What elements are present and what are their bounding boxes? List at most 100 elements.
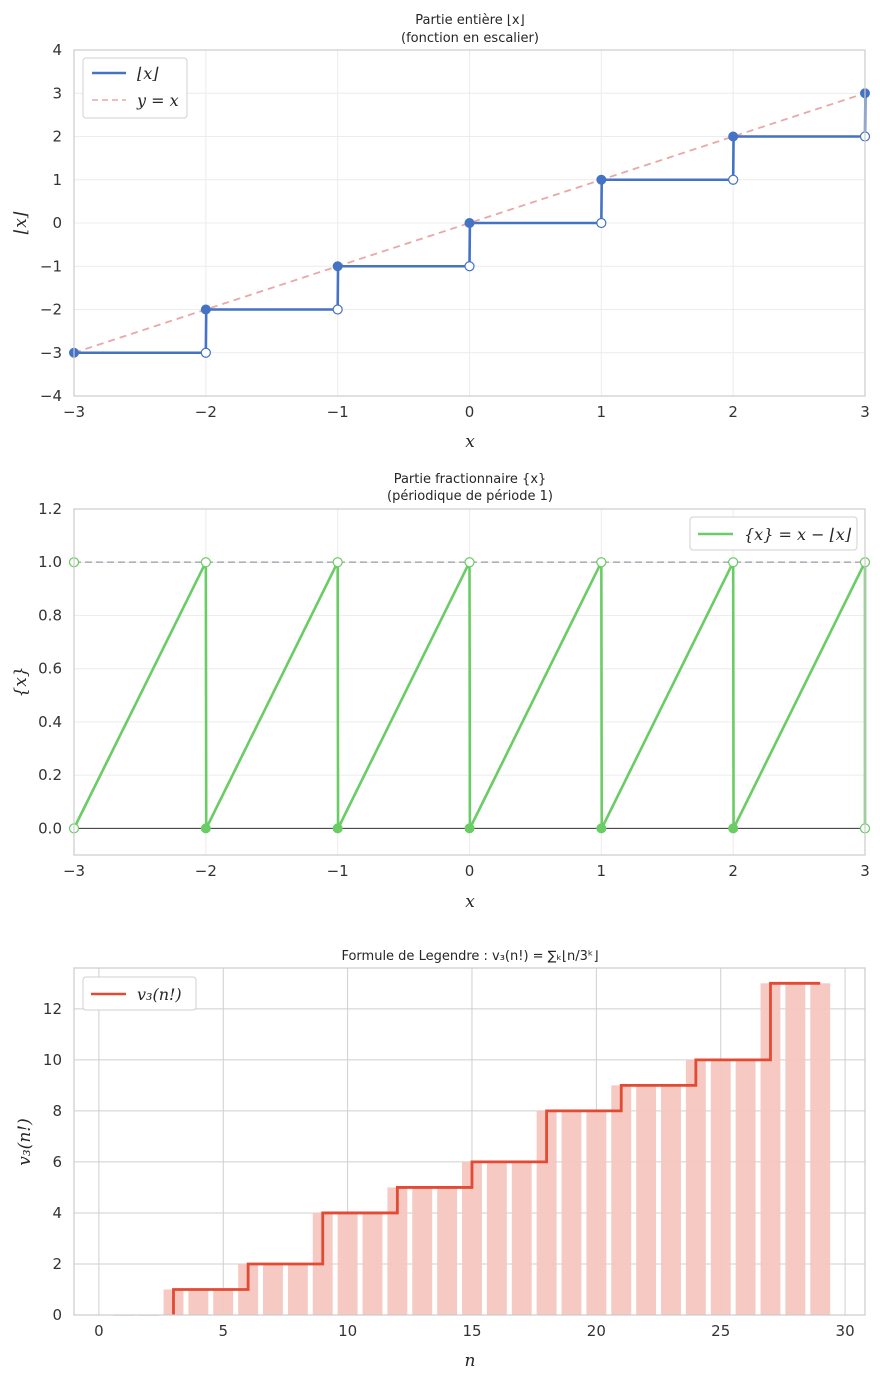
x-tick-label: −3 [63,403,85,421]
legendre-bar [611,1085,632,1315]
floor-open-point [728,174,739,185]
floor-closed-point [332,261,343,272]
identity-legend-label: y = x [136,91,179,110]
floor-chart-legend: ⌊x⌋ y = x [82,57,188,119]
legendre-bar [486,1161,507,1315]
x-tick-label: −1 [327,862,349,880]
legendre-bar [412,1187,433,1315]
y-tick-label: 4 [52,1204,62,1222]
x-tick-label: −1 [327,403,349,421]
legendre-legend-box [82,976,197,1011]
fractional-closed-point [596,823,607,834]
legendre-bar [710,1059,731,1315]
x-tick-label: 0 [465,403,475,421]
y-tick-label: 2 [52,128,62,146]
fractional-chart-y-ticks: 0.0 0.2 0.4 0.6 0.8 1.0 1.2 [38,500,62,837]
x-tick-label: −2 [195,862,217,880]
x-tick-label: 3 [860,862,870,880]
fractional-legend-box [689,516,858,551]
x-tick-label: 20 [587,1322,606,1340]
fractional-chart: Partie fractionnaire {x} (périodique de … [11,472,871,912]
legendre-step-line [172,981,821,1315]
legendre-bar [586,1110,607,1315]
y-tick-label: 12 [43,1000,62,1018]
floor-legend-label: ⌊x⌋ [137,64,159,83]
fractional-chart-title: Partie fractionnaire {x} [394,472,547,487]
legendre-chart-y-ticks: 0 2 4 6 8 10 12 [43,1000,62,1324]
floor-step-line [74,91,867,355]
legendre-bar [437,1187,458,1315]
legendre-bar [561,1110,582,1315]
floor-chart-xlabel: x [465,432,475,452]
legendre-bar [387,1187,408,1315]
y-tick-label: 10 [43,1051,62,1069]
x-tick-label: −3 [63,862,85,880]
legendre-bar [636,1085,657,1315]
x-tick-label: 1 [597,403,607,421]
fractional-open-point [464,557,475,568]
x-tick-label: 0 [94,1322,104,1340]
legendre-bar [760,983,781,1315]
y-tick-label: 2 [52,1255,62,1273]
x-tick-label: 2 [728,403,738,421]
x-tick-label: 10 [338,1322,357,1340]
legendre-bar [810,983,831,1315]
legendre-bar [462,1161,482,1315]
y-tick-label: 0.6 [38,660,62,678]
floor-closed-point [200,304,211,315]
y-tick-label: 1.2 [38,500,62,518]
fractional-chart-marks [68,557,871,834]
floor-closed-point [464,218,475,228]
fractional-open-point [728,557,739,568]
y-tick-label: 6 [52,1153,62,1171]
floor-closed-point [728,131,739,142]
legendre-chart-title: Formule de Legendre : v₃(n!) = ∑ₖ⌊n/3ᵏ⌋ [341,949,598,964]
y-tick-label: 0 [52,1306,62,1324]
legendre-chart-ylabel: v₃(n!) [15,1118,35,1165]
legendre-bar [362,1212,383,1315]
legendre-chart-frame [73,967,866,1316]
x-tick-label: 15 [462,1322,481,1340]
legendre-bar [287,1263,308,1315]
y-tick-label: 1.0 [38,553,62,571]
fractional-chart-frame [73,508,866,856]
y-tick-label: −1 [40,257,62,275]
legendre-bar [263,1263,283,1315]
y-tick-label: 8 [52,1102,62,1120]
floor-chart-frame [73,49,866,397]
floor-chart-subtitle: (fonction en escalier) [401,31,539,46]
y-tick-label: 4 [52,41,62,59]
legendre-bar [785,983,806,1315]
y-tick-label: 0.2 [38,766,62,784]
fractional-open-point [332,557,343,568]
y-tick-label: 0.0 [38,819,62,837]
y-tick-label: 0 [52,214,62,232]
x-tick-label: 5 [218,1322,228,1340]
legendre-chart-x-ticks: 0 5 10 15 20 25 30 [94,1322,855,1340]
x-tick-label: 25 [711,1322,730,1340]
floor-chart-x-ticks: −3 −2 −1 0 1 2 3 [63,403,870,421]
floor-open-point [464,261,475,272]
floor-chart-title: Partie entière ⌊x⌋ [415,13,524,28]
y-tick-label: −3 [40,344,62,362]
x-tick-label: 30 [836,1322,855,1340]
x-tick-label: 0 [465,862,475,880]
floor-open-point [200,347,211,358]
fractional-closed-point [332,823,343,834]
y-tick-label: 3 [52,84,62,102]
fractional-chart-subtitle: (périodique de période 1) [387,489,553,504]
fractional-chart-xlabel: x [465,892,475,912]
floor-chart: Partie entière ⌊x⌋ (fonction en escalier… [11,13,871,452]
fractional-chart-ylabel: {x} [11,666,31,697]
y-tick-label: 0.8 [38,606,62,624]
legendre-bar [337,1212,358,1315]
legendre-chart-marks [172,981,821,1315]
legendre-chart: Formule de Legendre : v₃(n!) = ∑ₖ⌊n/3ᵏ⌋ … [15,949,866,1371]
floor-closed-point [596,174,607,185]
legendre-bar [213,1289,234,1315]
fractional-closed-point [464,823,475,834]
legendre-chart-legend: v₃(n!) [82,976,197,1011]
y-tick-label: 0.4 [38,713,62,731]
fractional-open-point [200,557,211,568]
